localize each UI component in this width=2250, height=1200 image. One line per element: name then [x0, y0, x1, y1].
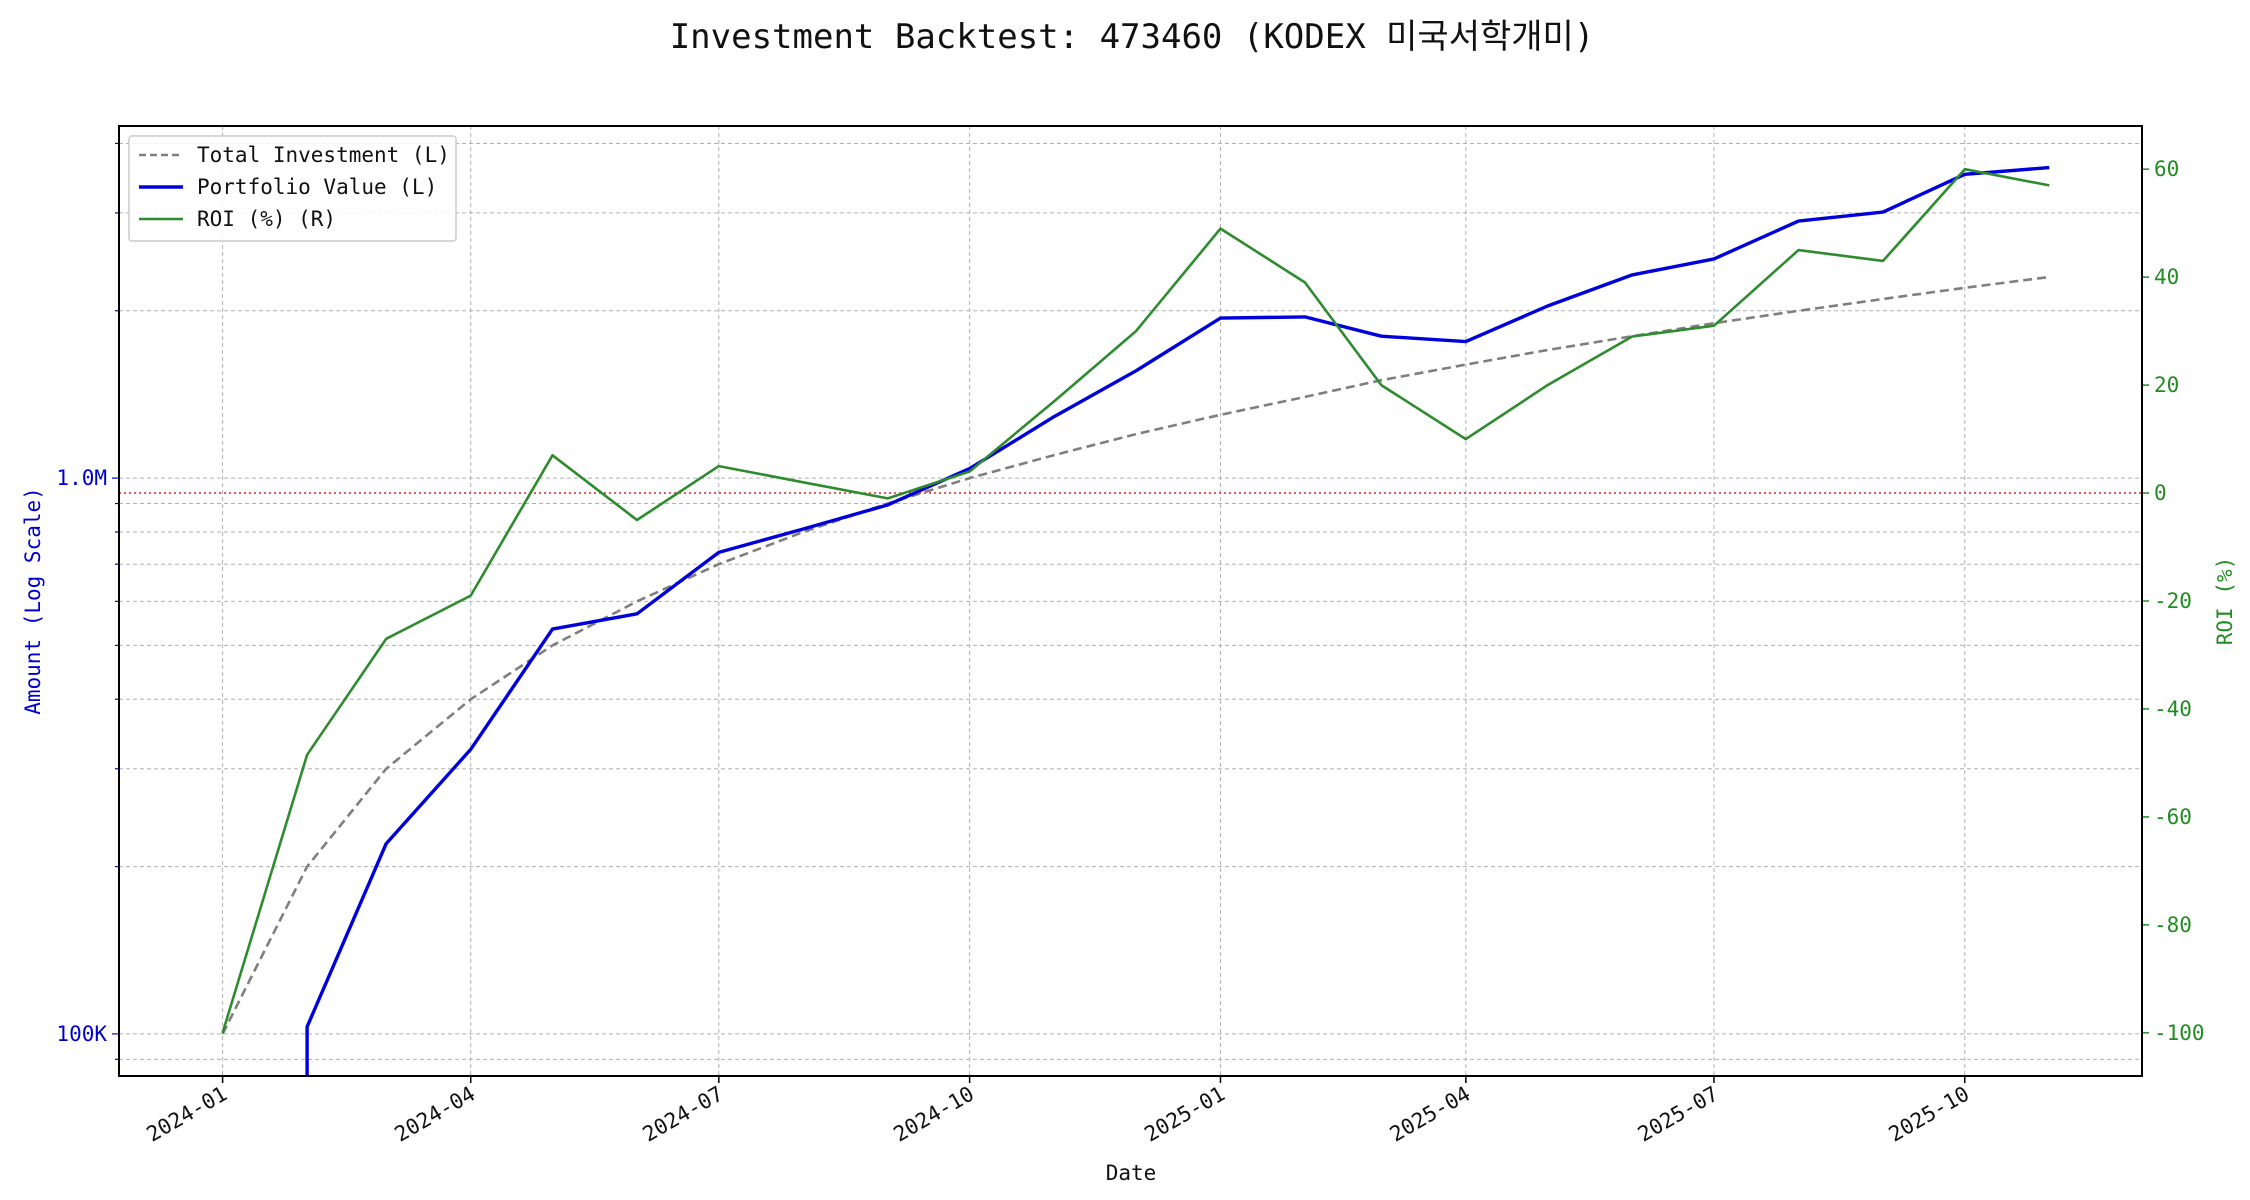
legend-label: Portfolio Value (L): [197, 175, 437, 199]
legend-label: Total Investment (L): [197, 143, 450, 167]
roi-line: [221, 167, 2050, 1034]
legend-label: ROI (%) (R): [197, 207, 336, 231]
chart-title: Investment Backtest: 473460 (KODEX 미국서학개…: [670, 17, 1595, 57]
plot-area-frame: [118, 125, 2143, 1077]
y-right-tick-label: 0: [2154, 481, 2167, 505]
y-right-tick-label: -20: [2154, 589, 2192, 613]
y-right-tick-label: -60: [2154, 805, 2192, 829]
y-right-tick-label: 20: [2154, 373, 2179, 397]
y-left-tick-label: 100K: [56, 1022, 107, 1046]
y-right-tick-label: -100: [2154, 1021, 2205, 1045]
y-right-tick-label: -80: [2154, 913, 2192, 937]
portfolio-value-line: [305, 165, 2050, 1076]
legend: Total Investment (L) Portfolio Value (L) R…: [128, 135, 457, 242]
legend-box: [128, 135, 457, 242]
y-right-tick-label: 40: [2154, 265, 2179, 289]
left-axis-label: Amount (Log Scale): [21, 487, 45, 715]
y-left-tick-label: 1.0M: [56, 466, 107, 490]
y-right-tick-label: 60: [2154, 157, 2179, 181]
series-layer: [221, 165, 2050, 1076]
x-axis-label: Date: [1106, 1161, 1157, 1185]
y-right-tick-label: -40: [2154, 697, 2192, 721]
right-axis-label: ROI (%): [2213, 557, 2237, 646]
